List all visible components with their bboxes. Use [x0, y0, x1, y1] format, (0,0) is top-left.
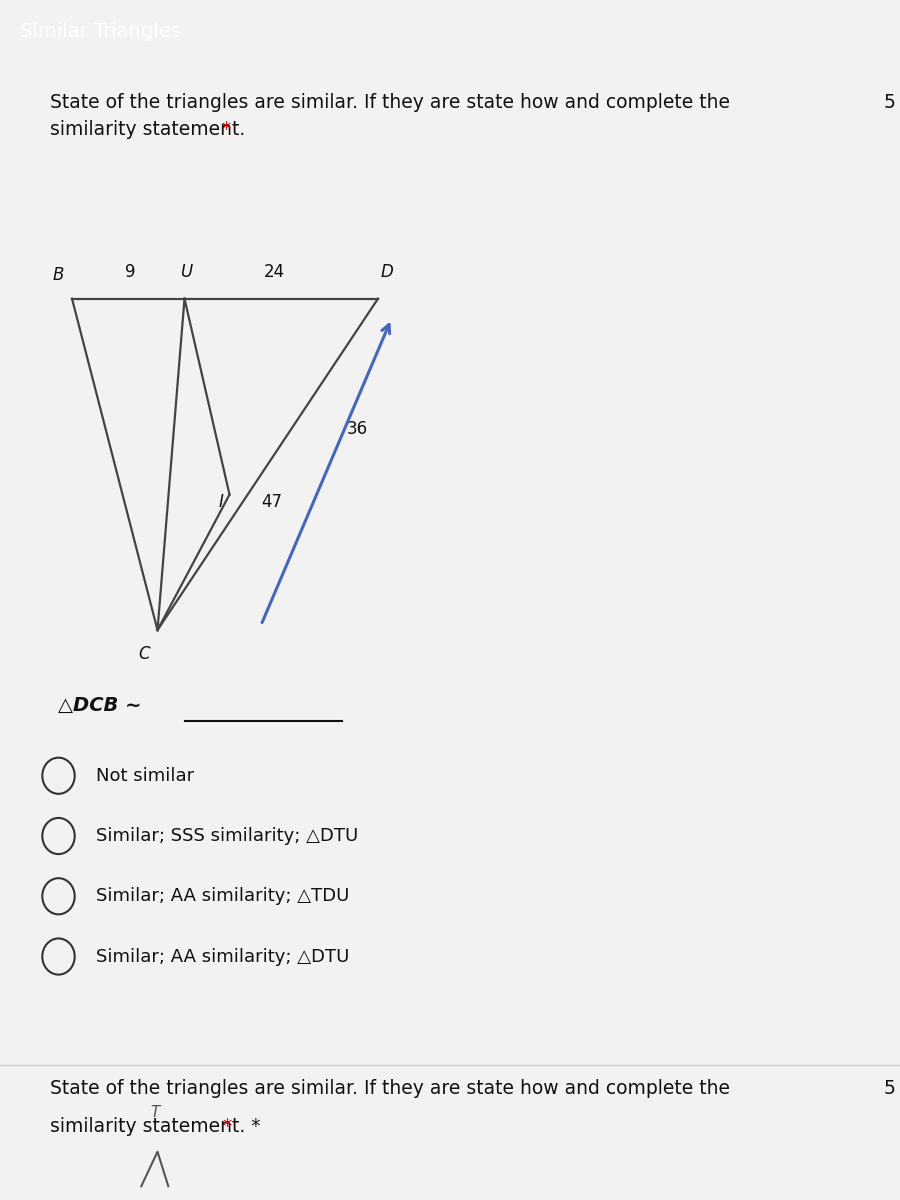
- Text: Not similar: Not similar: [96, 767, 194, 785]
- Text: B: B: [53, 265, 64, 283]
- Text: Similar; AA similarity; △DTU: Similar; AA similarity; △DTU: [96, 948, 350, 966]
- Text: △DCB ∼: △DCB ∼: [58, 696, 142, 715]
- Text: State of the triangles are similar. If they are state how and complete the: State of the triangles are similar. If t…: [50, 1079, 730, 1098]
- Text: 9: 9: [125, 263, 136, 281]
- Text: D: D: [381, 263, 393, 281]
- Text: 47: 47: [261, 492, 282, 510]
- Text: U: U: [180, 263, 193, 281]
- Text: I: I: [219, 492, 223, 510]
- Text: T: T: [150, 1105, 159, 1120]
- Text: State of the triangles are similar. If they are state how and complete the: State of the triangles are similar. If t…: [50, 92, 730, 112]
- Text: Similar; SSS similarity; △DTU: Similar; SSS similarity; △DTU: [96, 827, 358, 845]
- Text: *: *: [221, 120, 230, 139]
- Text: 24: 24: [264, 263, 285, 281]
- Text: *: *: [222, 1117, 231, 1136]
- Text: similarity statement.: similarity statement.: [50, 120, 251, 139]
- Text: 36: 36: [346, 420, 367, 438]
- Text: similarity statement. *: similarity statement. *: [50, 1117, 260, 1136]
- Text: 5: 5: [884, 1079, 896, 1098]
- Text: Similar Triangles: Similar Triangles: [20, 22, 181, 41]
- Text: C: C: [139, 646, 149, 664]
- Text: 5: 5: [884, 92, 896, 112]
- Text: Similar; AA similarity; △TDU: Similar; AA similarity; △TDU: [96, 887, 350, 905]
